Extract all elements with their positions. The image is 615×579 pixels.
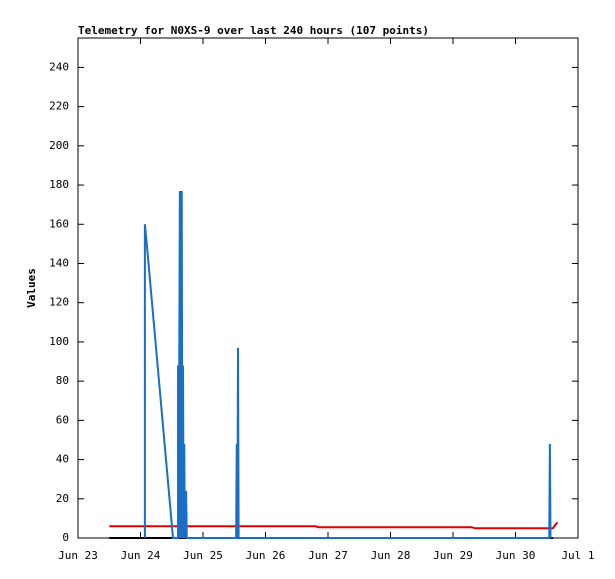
y-axis-label: Values [25,268,38,308]
y-tick-label: 20 [56,492,69,505]
series-line [109,521,559,530]
y-tick-label: 180 [49,178,69,191]
x-tick-label: Jun 28 [371,549,411,562]
series-line [143,190,552,539]
x-tick-label: Jun 27 [308,549,348,562]
y-tick-label: 80 [56,374,69,387]
y-tick-label: 120 [49,296,69,309]
y-tick-label: 140 [49,256,69,269]
y-tick-label: 160 [49,217,69,230]
x-tick-label: Jun 29 [433,549,473,562]
y-tick-label: 0 [62,531,69,544]
x-tick-label: Jun 30 [496,549,536,562]
y-tick-label: 200 [49,139,69,152]
x-tick-label: Jul 1 [561,549,594,562]
y-tick-label: 220 [49,100,69,113]
x-tick-label: Jun 25 [183,549,223,562]
y-tick-label: 100 [49,335,69,348]
y-tick-label: 40 [56,453,69,466]
x-tick-label: Jun 23 [58,549,98,562]
chart-title: Telemetry for N0XS-9 over last 240 hours… [78,24,429,37]
x-tick-label: Jun 26 [246,549,286,562]
y-tick-label: 60 [56,413,69,426]
x-tick-label: Jun 24 [121,549,161,562]
plot-frame [77,37,579,539]
y-tick-label: 240 [49,60,69,73]
